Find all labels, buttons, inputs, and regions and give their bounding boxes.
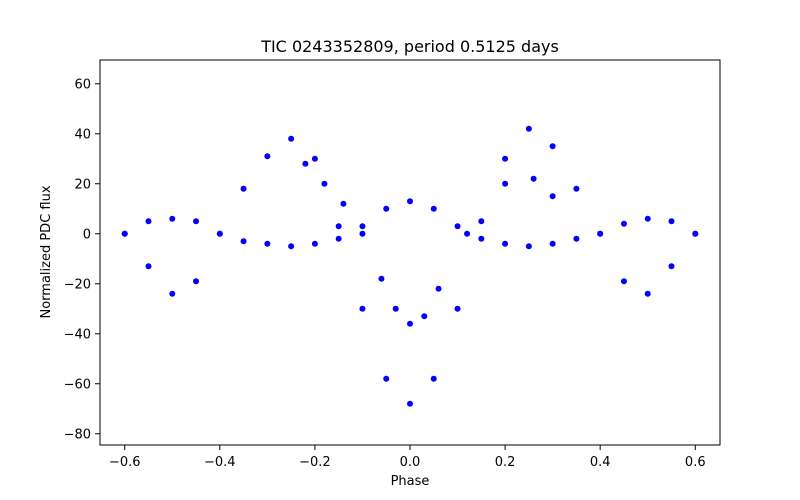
data-point-series-2 <box>502 180 509 187</box>
data-point-series-2 <box>407 320 413 327</box>
data-point-series-1 <box>169 215 176 222</box>
data-point-series-2 <box>340 200 347 207</box>
data-point-series-1 <box>549 240 556 247</box>
data-point-series-0 <box>264 153 271 160</box>
data-point-series-0 <box>549 143 556 150</box>
chart-title: TIC 0243352809, period 0.5125 days <box>260 37 559 56</box>
data-point-series-1 <box>620 220 627 227</box>
data-point-series-0 <box>311 155 318 162</box>
data-point-series-1 <box>121 230 128 237</box>
y-tick-label: −80 <box>64 427 91 442</box>
data-point-series-1 <box>525 243 532 250</box>
data-point-series-1 <box>311 240 318 247</box>
data-point-series-0 <box>478 218 485 225</box>
y-tick-label: −20 <box>64 277 91 292</box>
data-point-series-2 <box>321 180 328 187</box>
data-point-series-1 <box>644 215 651 222</box>
y-tick-label: 20 <box>74 177 91 192</box>
data-point-series-0 <box>407 400 413 407</box>
y-axis-ticks: −80 −60 −40 −20 0 20 40 60 <box>64 77 100 442</box>
data-point-series-0 <box>359 305 366 312</box>
data-point-series-0 <box>620 278 627 285</box>
x-tick-label: 0.0 <box>400 455 421 470</box>
data-point-series-1 <box>335 235 342 242</box>
data-point-series-1 <box>193 218 200 225</box>
data-point-series-1 <box>478 235 485 242</box>
x-tick-label: 0.6 <box>685 455 706 470</box>
data-point-series-2 <box>392 305 399 312</box>
data-point-series-2 <box>549 193 556 200</box>
x-tick-label: −0.6 <box>109 455 141 470</box>
data-point-series-1 <box>359 223 366 230</box>
data-point-series-2 <box>421 313 428 320</box>
data-point-series-0 <box>502 155 509 162</box>
x-tick-label: 0.2 <box>495 455 516 470</box>
data-point-series-1 <box>407 198 413 205</box>
data-point-series-0 <box>525 125 532 132</box>
data-point-series-0 <box>644 290 651 297</box>
data-point-series-1 <box>383 205 390 212</box>
x-tick-label: −0.4 <box>204 455 236 470</box>
data-point-series-2 <box>464 230 471 237</box>
y-tick-label: 0 <box>83 227 91 242</box>
data-point-series-1 <box>573 235 580 242</box>
data-point-series-2 <box>359 230 366 237</box>
data-point-series-1 <box>668 218 675 225</box>
data-point-series-2 <box>530 175 537 182</box>
data-point-series-1 <box>240 238 247 245</box>
data-point-series-1 <box>597 230 604 237</box>
y-tick-label: −40 <box>64 327 91 342</box>
data-point-series-0 <box>335 223 342 230</box>
data-point-series-2 <box>435 285 442 292</box>
x-tick-label: −0.2 <box>299 455 331 470</box>
data-point-series-2 <box>302 160 309 167</box>
x-axis-ticks: −0.6 −0.4 −0.2 0.0 0.2 0.4 0.6 <box>109 445 706 470</box>
y-tick-label: −60 <box>64 377 91 392</box>
data-point-series-0 <box>430 375 437 382</box>
data-point-series-1 <box>692 230 699 237</box>
x-tick-label: 0.4 <box>590 455 611 470</box>
data-point-series-0 <box>573 185 580 192</box>
data-points <box>121 125 699 407</box>
data-point-series-1 <box>145 218 152 225</box>
data-point-series-0 <box>240 185 247 192</box>
data-point-series-1 <box>454 223 461 230</box>
x-axis-label: Phase <box>391 474 430 489</box>
data-point-series-0 <box>668 263 675 270</box>
data-point-series-1 <box>502 240 509 247</box>
data-point-series-1 <box>264 240 271 247</box>
data-point-series-1 <box>288 243 295 250</box>
y-axis-label: Normalized PDC flux <box>39 185 54 318</box>
data-point-series-1 <box>430 205 437 212</box>
data-point-series-0 <box>169 290 176 297</box>
data-point-series-0 <box>145 263 152 270</box>
data-point-series-2 <box>378 275 385 282</box>
data-point-series-0 <box>454 305 461 312</box>
data-point-series-0 <box>193 278 200 285</box>
data-point-series-0 <box>288 135 295 142</box>
y-tick-label: 40 <box>74 127 91 142</box>
data-point-series-1 <box>216 230 223 237</box>
data-point-series-0 <box>383 375 390 382</box>
y-tick-label: 60 <box>74 77 91 92</box>
